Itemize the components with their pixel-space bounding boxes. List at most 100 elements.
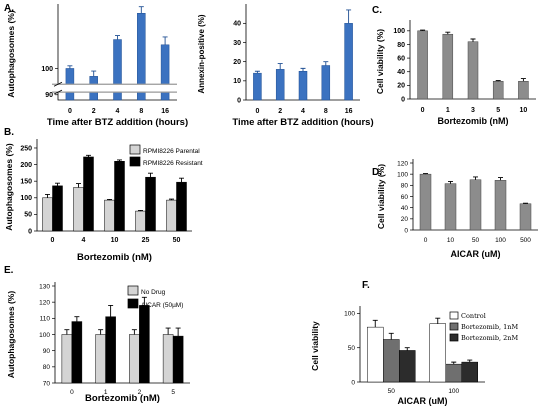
x-tick-label: 3 xyxy=(471,107,475,114)
bar-no-drug xyxy=(129,334,140,384)
y-tick-label: 90 xyxy=(45,92,53,99)
bar xyxy=(344,23,353,101)
bar xyxy=(492,81,504,100)
x-tick-label: 50 xyxy=(388,388,396,395)
bar xyxy=(253,72,262,101)
bar-no-drug xyxy=(162,334,174,384)
y-tick-label: 130 xyxy=(39,283,50,290)
legend-entry: Bortezomib, 2nM xyxy=(461,334,518,342)
y-tick-label: 40 xyxy=(397,69,405,76)
x-tick-label: 10 xyxy=(447,237,455,244)
y-axis-label: Cell viability (%) xyxy=(375,29,385,94)
bar xyxy=(417,30,428,100)
y-tick-label: 200 xyxy=(20,162,32,169)
error-bar xyxy=(165,327,171,335)
x-axis-label: AICAR (uM) xyxy=(398,396,448,406)
error-bar xyxy=(175,327,181,337)
error-bar xyxy=(495,80,501,82)
error-bar xyxy=(91,70,97,77)
error-bar xyxy=(445,31,451,35)
y-tick-label: 50 xyxy=(24,212,32,219)
bar xyxy=(444,183,457,231)
error-bar xyxy=(76,183,81,188)
x-tick-label: 0 xyxy=(255,108,259,115)
bar xyxy=(442,33,454,100)
bar-control xyxy=(429,323,446,383)
bar xyxy=(518,81,529,100)
bar-aicar-50-m- xyxy=(139,305,150,384)
x-tick-label: 5 xyxy=(171,389,175,396)
chart-panel-b: B. 0 50 100 150 200 250 0 4 10 25 50 Bortezomib (nM)… xyxy=(4,127,203,263)
x-tick-label: 10 xyxy=(520,107,528,114)
axis-break-mark xyxy=(53,81,63,95)
x-tick-label: 50 xyxy=(472,237,480,244)
error-bar xyxy=(372,319,378,328)
legend-entry: RPMI8226 Parental xyxy=(143,148,200,155)
error-bar xyxy=(404,347,410,351)
legend-swatch xyxy=(127,285,139,296)
x-tick-label: 0 xyxy=(68,108,72,115)
x-tick-label: 16 xyxy=(345,108,353,115)
legend-entry: Control xyxy=(461,312,486,320)
bar-rpmi8226-parental xyxy=(73,187,84,232)
bar-control xyxy=(367,326,384,383)
y-tick-label: 120 xyxy=(397,160,408,167)
error-bar xyxy=(451,361,457,365)
bar xyxy=(467,41,479,100)
y-tick-label: 80 xyxy=(397,42,405,49)
x-tick-label: 8 xyxy=(324,108,328,115)
error-bar xyxy=(277,63,283,70)
y-tick-label: 20 xyxy=(401,216,409,223)
bar-no-drug xyxy=(61,334,73,384)
y-tick-label: 10 xyxy=(233,78,241,85)
legend-swatch xyxy=(127,298,139,309)
x-tick-label: 0 xyxy=(424,237,428,244)
y-tick-label: 50 xyxy=(348,345,356,352)
x-tick-label: 10 xyxy=(111,237,119,244)
y-tick-label: 70 xyxy=(43,380,51,387)
error-bar xyxy=(138,6,144,14)
error-bar xyxy=(138,209,143,212)
x-tick-label: 100 xyxy=(448,388,459,395)
bar-rpmi8226-resistant xyxy=(52,185,63,232)
x-tick-label: 1 xyxy=(104,389,108,396)
bar-rpmi8226-parental xyxy=(42,197,53,232)
x-axis-label: AICAR (uM) xyxy=(451,249,501,259)
bar-bortezomib-2nm xyxy=(399,350,416,383)
bar-no-drug xyxy=(95,334,106,384)
x-tick-label: 0 xyxy=(70,389,74,396)
panel-label: B. xyxy=(4,127,14,138)
bar-rpmi8226-resistant xyxy=(176,181,187,232)
bar-rpmi8226-resistant xyxy=(145,176,156,232)
error-bar xyxy=(74,316,80,322)
y-tick-label: 30 xyxy=(233,40,241,47)
x-tick-label: 2 xyxy=(278,108,282,115)
x-tick-label: 500 xyxy=(520,237,531,244)
error-bar xyxy=(67,65,73,69)
panel-label: E. xyxy=(4,265,14,276)
y-tick-label: 0 xyxy=(28,228,32,235)
error-bar xyxy=(169,198,174,201)
y-tick-label: 60 xyxy=(397,55,405,62)
error-bar xyxy=(45,194,50,198)
error-bar xyxy=(162,36,168,45)
error-bar xyxy=(346,9,352,24)
panel-label: D. xyxy=(372,167,382,178)
y-tick-label: 100 xyxy=(20,195,32,202)
bar xyxy=(469,179,482,231)
x-tick-label: 5 xyxy=(496,107,500,114)
y-axis-label: Autophagosomes (%) xyxy=(4,143,14,231)
x-tick-label: 4 xyxy=(301,108,305,115)
legend-entry: No Drug xyxy=(141,289,166,296)
x-axis-label: Bortezomib (nM) xyxy=(438,116,509,126)
error-bar xyxy=(115,35,120,40)
y-tick-label: 40 xyxy=(233,21,241,28)
error-bar xyxy=(420,29,426,31)
chart-panel-a2: 0 10 20 30 40 0 2 4 8 16 Time after BTZ addition (… xyxy=(197,4,374,128)
y-tick-label: 0 xyxy=(401,96,405,103)
chart-panel-e: E. 70 80 90 100 110 120 130 0 1 2 5 Bortezomib (nM) A… xyxy=(4,265,190,404)
y-tick-label: 120 xyxy=(39,299,50,306)
bar xyxy=(519,203,532,231)
error-bar xyxy=(117,159,122,162)
